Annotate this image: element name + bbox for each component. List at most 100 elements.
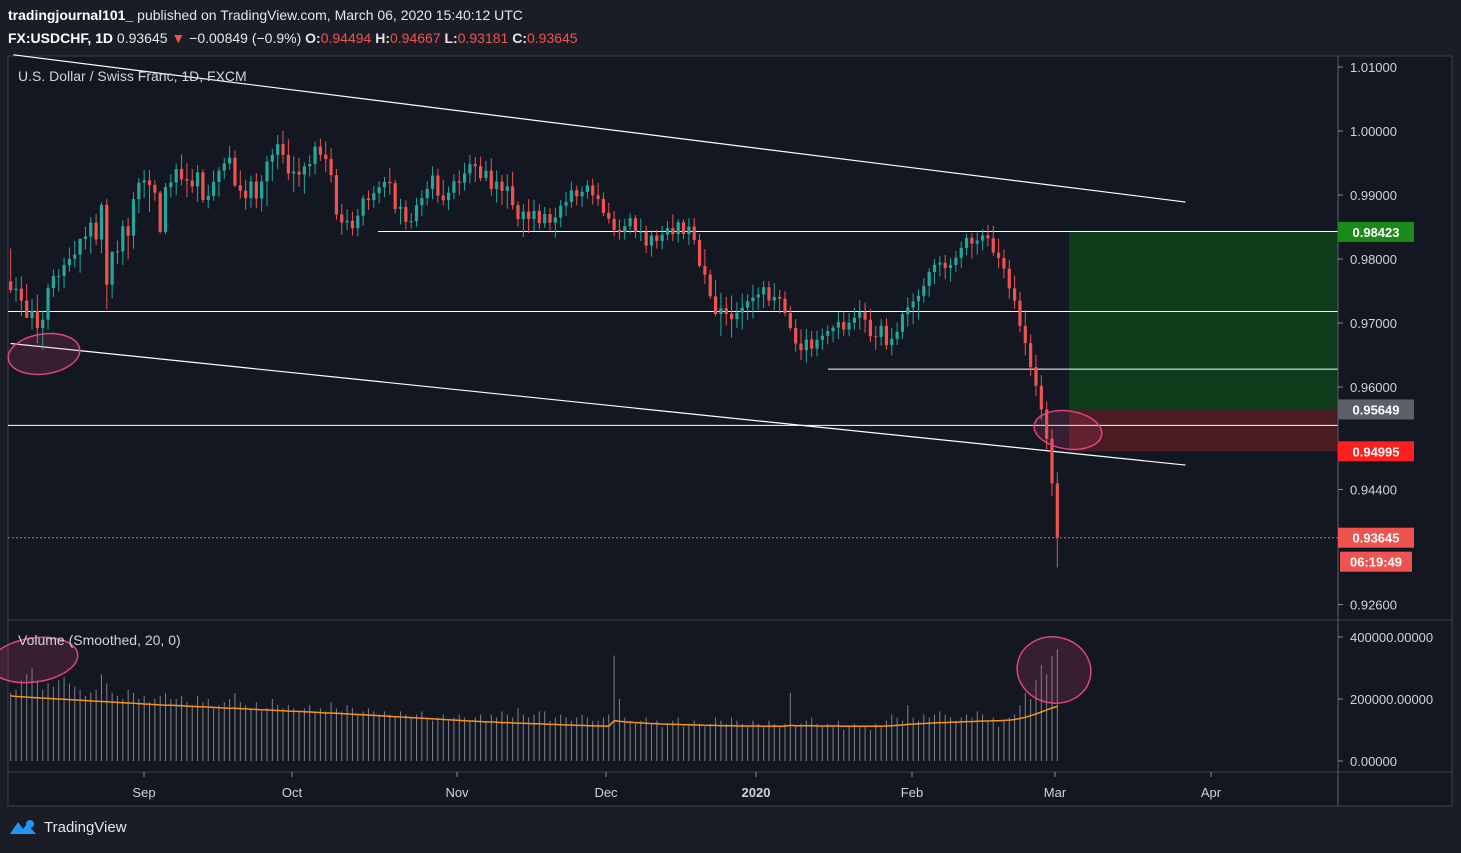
candle-body bbox=[57, 275, 61, 277]
candle-body bbox=[78, 238, 82, 255]
candle-body bbox=[970, 237, 974, 244]
candle-body bbox=[788, 312, 792, 328]
candle-body bbox=[313, 146, 317, 165]
price-label-countdown-text: 06:19:49 bbox=[1350, 555, 1402, 570]
price-tick-label: 0.92600 bbox=[1350, 598, 1397, 613]
candle-body bbox=[810, 339, 814, 349]
candle-body bbox=[655, 235, 659, 241]
candle-body bbox=[585, 185, 590, 192]
candle-body bbox=[842, 322, 846, 330]
price-tick-label: 1.01000 bbox=[1350, 60, 1397, 75]
ellipse-annotation bbox=[1033, 409, 1103, 451]
candle-body bbox=[318, 146, 322, 155]
volume-smoothed-line bbox=[10, 695, 1058, 728]
axes: 1.01000 1.00000 0.99000 0.98000 0.97000 0.960… bbox=[132, 56, 1433, 806]
candle-body bbox=[735, 312, 739, 320]
candle-body bbox=[388, 181, 392, 184]
candle-body bbox=[575, 190, 579, 197]
candle-body bbox=[297, 171, 301, 175]
candle-body bbox=[142, 180, 146, 183]
candle-body bbox=[751, 297, 755, 302]
low-value: 0.93181 bbox=[457, 30, 509, 46]
price-tick-label: 0.96000 bbox=[1350, 380, 1397, 395]
candle-body bbox=[794, 327, 798, 344]
tradingview-footer[interactable]: TradingView bbox=[8, 818, 127, 836]
candle-body bbox=[430, 175, 435, 189]
candle-body bbox=[356, 215, 360, 229]
candle-body bbox=[569, 190, 573, 202]
candle-body bbox=[778, 296, 782, 299]
candle-body bbox=[804, 339, 808, 351]
candle-body bbox=[158, 192, 162, 232]
candle-body bbox=[260, 181, 264, 199]
candle-body bbox=[852, 317, 857, 323]
candle-body bbox=[729, 313, 734, 320]
candle-body bbox=[815, 339, 819, 349]
candle-body bbox=[697, 240, 702, 267]
candle-body bbox=[25, 300, 29, 318]
chart-title: U.S. Dollar / Swiss Franc, 1D, FXCM bbox=[18, 68, 247, 84]
candle-body bbox=[228, 157, 232, 164]
last-price: 0.93645 bbox=[116, 30, 168, 46]
price-label-last-price bbox=[1338, 527, 1414, 548]
candle-body bbox=[1034, 367, 1038, 386]
candle-body bbox=[863, 312, 867, 320]
candle-body bbox=[404, 206, 408, 222]
candle-body bbox=[110, 251, 114, 285]
candle-body bbox=[473, 164, 477, 167]
candle-body bbox=[147, 180, 152, 185]
volume-tick-label: 0.00000 bbox=[1350, 754, 1397, 769]
candle-body bbox=[868, 319, 873, 337]
candle-body bbox=[1023, 325, 1027, 344]
author-name[interactable]: tradingjournal101_ bbox=[8, 7, 134, 23]
candle-series bbox=[9, 130, 1059, 568]
candle-body bbox=[746, 301, 750, 308]
candle-body bbox=[660, 234, 664, 241]
down-arrow-icon: ▼ bbox=[171, 30, 186, 46]
candle-body bbox=[580, 191, 584, 197]
price-label-stop-loss-text: 0.94995 bbox=[1353, 444, 1400, 459]
ellipse-annotation bbox=[7, 332, 81, 376]
candle-body bbox=[286, 154, 290, 174]
candle-body bbox=[67, 258, 72, 266]
candle-body bbox=[89, 222, 93, 237]
candle-body bbox=[1018, 300, 1022, 326]
candle-body bbox=[644, 231, 648, 246]
footer-brand: TradingView bbox=[44, 818, 127, 836]
candle-body bbox=[665, 228, 670, 235]
candle-body bbox=[879, 325, 883, 337]
high-value: 0.94667 bbox=[389, 30, 441, 46]
candle-body bbox=[372, 193, 376, 201]
candle-body bbox=[163, 187, 168, 232]
candle-body bbox=[211, 181, 216, 196]
candle-body bbox=[350, 220, 355, 229]
candle-body bbox=[14, 288, 18, 291]
candle-body bbox=[345, 220, 349, 223]
time-tick-label: Mar bbox=[1044, 785, 1067, 800]
candle-body bbox=[222, 163, 226, 171]
ohlc-bar: FX:USDCHF, 1D 0.93645 ▼ −0.00849 (−0.9%)… bbox=[8, 30, 578, 46]
candle-body bbox=[1029, 343, 1033, 368]
candle-body bbox=[115, 251, 120, 253]
time-tick-label: Feb bbox=[901, 785, 923, 800]
candle-body bbox=[783, 298, 787, 313]
candle-body bbox=[478, 166, 483, 179]
candle-body bbox=[543, 214, 547, 224]
candle-body bbox=[9, 281, 13, 291]
horizontal-levels bbox=[8, 230, 1338, 539]
candle-body bbox=[270, 154, 274, 162]
time-tick-label: Oct bbox=[282, 785, 303, 800]
candle-body bbox=[329, 158, 333, 176]
candle-body bbox=[233, 157, 237, 186]
candle-body bbox=[927, 271, 931, 287]
close-value: 0.93645 bbox=[526, 30, 578, 46]
candle-body bbox=[99, 204, 104, 240]
lower-channel-trendline bbox=[10, 342, 1186, 466]
candle-body bbox=[564, 201, 568, 206]
candle-body bbox=[767, 287, 771, 301]
candle-body bbox=[623, 226, 627, 233]
candle-body bbox=[687, 226, 691, 235]
close-label: C: bbox=[512, 30, 527, 46]
price-label-take-profit-text: 0.98423 bbox=[1353, 225, 1400, 240]
